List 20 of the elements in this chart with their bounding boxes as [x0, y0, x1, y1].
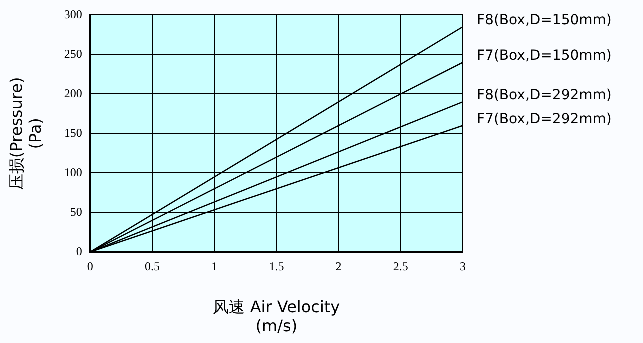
x-tick-label: 2.5	[393, 260, 408, 274]
series-label: F8(Box,D=292mm)	[477, 88, 612, 104]
x-tick-label: 0.5	[145, 260, 160, 274]
x-tick-label: 1.5	[269, 260, 284, 274]
y-tick-label: 300	[64, 7, 82, 22]
x-tick-label: 2	[336, 260, 342, 274]
series-label: F7(Box,D=292mm)	[477, 111, 612, 128]
x-tick-label: 3	[460, 260, 466, 274]
x-axis-title: 风速 Air Velocity (m/s)	[213, 297, 340, 336]
y-tick-label: 100	[64, 165, 82, 180]
x-tick-label: 0	[87, 260, 94, 274]
series-label: F7(Box,D=150mm)	[477, 48, 612, 64]
y-tick-label: 200	[64, 86, 82, 100]
y-tick-label: 250	[64, 46, 82, 61]
y-tick-label: 0	[76, 244, 82, 258]
y-tick-label: 150	[64, 126, 82, 140]
x-tick-label: 1	[212, 260, 218, 274]
y-tick-label: 50	[70, 204, 82, 219]
y-axis-title: 压损(Pressure) (Pa)	[6, 77, 45, 190]
series-label: F8(Box,D=150mm)	[477, 12, 612, 29]
